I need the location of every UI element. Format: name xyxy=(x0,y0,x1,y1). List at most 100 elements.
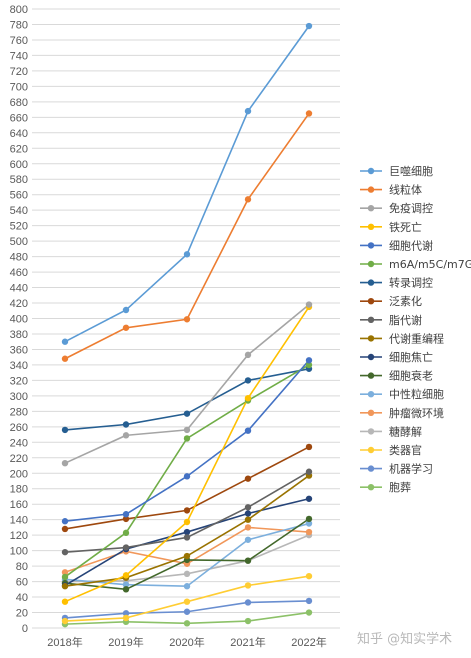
legend-item: 糖酵解 xyxy=(360,424,422,438)
legend-swatch-marker xyxy=(367,205,375,212)
data-point xyxy=(61,525,69,533)
data-point xyxy=(305,495,313,502)
y-tick-label: 20 xyxy=(16,608,28,620)
data-point xyxy=(244,582,252,589)
series-line xyxy=(64,368,310,431)
data-point xyxy=(122,511,130,518)
data-point xyxy=(122,306,130,314)
data-point xyxy=(244,351,252,359)
y-tick-label: 220 xyxy=(10,453,28,465)
legend-swatch-marker xyxy=(367,428,375,435)
data-point xyxy=(244,510,252,517)
y-tick-label: 400 xyxy=(10,314,28,326)
legend-swatch-marker xyxy=(367,465,375,472)
data-point xyxy=(183,570,191,578)
y-tick-label: 80 xyxy=(16,561,28,573)
data-point xyxy=(244,516,252,523)
legend-swatch-marker xyxy=(367,223,375,230)
y-tick-label: 560 xyxy=(10,190,28,202)
legend-swatch-marker xyxy=(367,298,375,305)
y-tick-label: 540 xyxy=(10,205,28,217)
legend-label: 代谢重编程 xyxy=(389,331,444,345)
y-tick-label: 800 xyxy=(10,4,28,16)
legend-label: 泛素化 xyxy=(389,294,422,308)
legend-label: 脂代谢 xyxy=(389,313,422,327)
data-point xyxy=(122,432,130,439)
data-point xyxy=(61,518,69,525)
y-tick-label: 500 xyxy=(10,236,28,248)
data-point xyxy=(61,583,69,590)
data-point xyxy=(305,361,313,369)
data-point xyxy=(183,534,191,541)
data-point xyxy=(305,597,313,605)
legend-label: 中性粒细胞 xyxy=(389,387,444,401)
y-tick-label: 460 xyxy=(10,267,28,279)
watermark: 知乎 @知实学术 xyxy=(357,632,453,647)
data-point xyxy=(183,620,191,627)
data-point xyxy=(122,515,130,523)
x-axis-ticks: 2018年 2019年 2020年 2021年 2022年 xyxy=(47,635,326,649)
data-point xyxy=(122,529,130,537)
legend-item: 免疫调控 xyxy=(360,201,433,215)
data-point xyxy=(183,251,191,258)
y-tick-label: 680 xyxy=(10,97,28,109)
data-point xyxy=(244,427,252,434)
legend-item: 中性粒细胞 xyxy=(360,387,444,401)
legend-swatch-marker xyxy=(367,260,375,268)
legend-label: 细胞焦亡 xyxy=(389,350,433,364)
y-tick-label: 100 xyxy=(10,546,28,558)
data-point xyxy=(244,599,252,606)
y-tick-label: 60 xyxy=(16,577,28,589)
data-point xyxy=(61,598,69,605)
y-tick-label: 580 xyxy=(10,174,28,186)
data-point xyxy=(183,598,191,605)
legend-item: 肿瘤微环境 xyxy=(360,406,444,420)
data-point xyxy=(61,617,69,625)
y-tick-label: 600 xyxy=(10,159,28,171)
legend-label: 细胞衰老 xyxy=(389,369,433,383)
y-tick-label: 380 xyxy=(10,329,28,341)
data-point xyxy=(122,581,130,588)
data-point xyxy=(122,586,130,593)
data-point xyxy=(305,528,313,536)
data-point xyxy=(244,504,252,511)
legend-label: 细胞代谢 xyxy=(389,238,433,252)
legend-item: 细胞代谢 xyxy=(360,238,433,252)
legend-swatch-marker xyxy=(367,409,375,416)
legend-item: 铁死亡 xyxy=(360,220,422,234)
y-tick-label: 660 xyxy=(10,112,28,124)
series-points xyxy=(61,22,313,628)
legend-label: 机器学习 xyxy=(389,462,433,476)
y-axis-ticks: 0 20 40 60 80 100 120 140 160 180 200 220 240 260 280 3… xyxy=(10,4,28,635)
legend-swatch-marker xyxy=(367,353,375,361)
data-point xyxy=(305,468,313,475)
y-tick-label: 480 xyxy=(10,252,28,264)
legend-item: 泛素化 xyxy=(360,294,422,308)
x-tick-label: 2022年 xyxy=(291,635,326,649)
y-tick-label: 140 xyxy=(10,515,28,527)
series-line xyxy=(64,364,310,578)
data-point xyxy=(244,107,252,115)
y-tick-label: 780 xyxy=(10,19,28,31)
data-point xyxy=(244,524,252,531)
data-point xyxy=(61,573,69,581)
legend-label: 巨噬细胞 xyxy=(389,164,433,178)
data-point xyxy=(183,507,191,514)
data-point xyxy=(305,357,313,364)
legend-item: 巨噬细胞 xyxy=(360,164,433,178)
data-point xyxy=(61,426,69,434)
legend-swatch-marker xyxy=(367,186,375,193)
y-tick-label: 640 xyxy=(10,128,28,140)
data-point xyxy=(183,426,191,434)
y-tick-label: 320 xyxy=(10,375,28,387)
data-point xyxy=(244,557,252,564)
legend-item: 机器学习 xyxy=(360,462,433,476)
data-point xyxy=(183,608,191,615)
data-point xyxy=(183,435,191,442)
data-point xyxy=(305,443,313,451)
data-point xyxy=(122,544,130,551)
y-tick-label: 760 xyxy=(10,35,28,47)
data-point xyxy=(61,569,69,576)
data-point xyxy=(122,572,130,579)
legend-label: 免疫调控 xyxy=(389,201,433,215)
